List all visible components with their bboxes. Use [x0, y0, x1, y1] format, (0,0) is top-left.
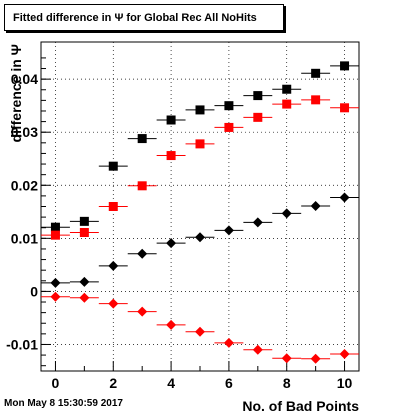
data-point [223, 225, 234, 236]
x-tick-label: 8 [283, 375, 291, 391]
data-point [340, 103, 350, 113]
data-point [252, 217, 263, 228]
data-point [310, 200, 321, 211]
data-point [224, 101, 234, 111]
data-point [340, 61, 350, 71]
y-axis-label: difference in Ψ [8, 44, 24, 142]
data-point [137, 134, 147, 144]
x-tick-label: 10 [337, 375, 353, 391]
data-point [108, 298, 119, 309]
series-2 [41, 192, 359, 288]
data-point [223, 337, 234, 348]
data-point [224, 122, 234, 132]
data-series [41, 61, 359, 364]
y-tick-label: 0.04 [11, 71, 38, 87]
data-point [282, 84, 292, 94]
data-point [50, 291, 61, 302]
series-3 [41, 291, 359, 364]
data-point [50, 277, 61, 288]
y-tick-label: -0.01 [6, 336, 38, 352]
data-point [137, 248, 148, 259]
data-point [195, 105, 205, 115]
data-point [281, 208, 292, 219]
series-1 [41, 95, 359, 240]
data-point [166, 319, 177, 330]
data-point [339, 192, 350, 203]
data-point [195, 326, 205, 337]
chart-title: Fitted difference in Ψ for Global Rec Al… [13, 12, 257, 24]
y-tick-label: 0.01 [11, 230, 38, 246]
y-tick-label: 0.03 [11, 124, 38, 140]
data-point [50, 222, 60, 232]
data-point [79, 276, 90, 287]
data-point [311, 95, 321, 105]
data-point [79, 292, 90, 303]
data-point [108, 161, 118, 171]
timestamp: Mon May 8 15:30:59 2017 [4, 398, 123, 409]
data-point [137, 306, 148, 317]
data-point [108, 202, 118, 211]
data-point [166, 238, 177, 249]
data-point [252, 344, 263, 355]
data-point [253, 112, 263, 122]
x-tick-label: 6 [225, 375, 233, 391]
y-tick-label: 0 [30, 283, 38, 299]
data-point [50, 230, 60, 240]
data-point [137, 181, 147, 191]
data-point [311, 68, 321, 78]
data-point [79, 228, 89, 238]
data-point [310, 353, 321, 364]
axis-ticks: 0 2 4 6 8 10 -0.01 0 0.01 0.02 0.03 0.04 [6, 57, 353, 391]
data-point [108, 260, 119, 271]
data-point [79, 216, 89, 226]
data-point [166, 151, 176, 161]
data-point [282, 99, 292, 109]
series-0 [41, 61, 359, 232]
y-tick-label: 0.02 [11, 177, 38, 193]
data-point [195, 232, 205, 243]
x-tick-label: 4 [167, 375, 175, 391]
title-box: Fitted difference in Ψ for Global Rec Al… [4, 4, 284, 31]
x-axis-label: No. of Bad Points [242, 398, 359, 414]
data-point [253, 91, 263, 101]
data-point [281, 353, 292, 364]
data-point [195, 139, 205, 149]
x-tick-label: 0 [52, 375, 60, 391]
data-point [339, 349, 350, 360]
x-tick-label: 2 [109, 375, 117, 391]
data-point [166, 115, 176, 125]
